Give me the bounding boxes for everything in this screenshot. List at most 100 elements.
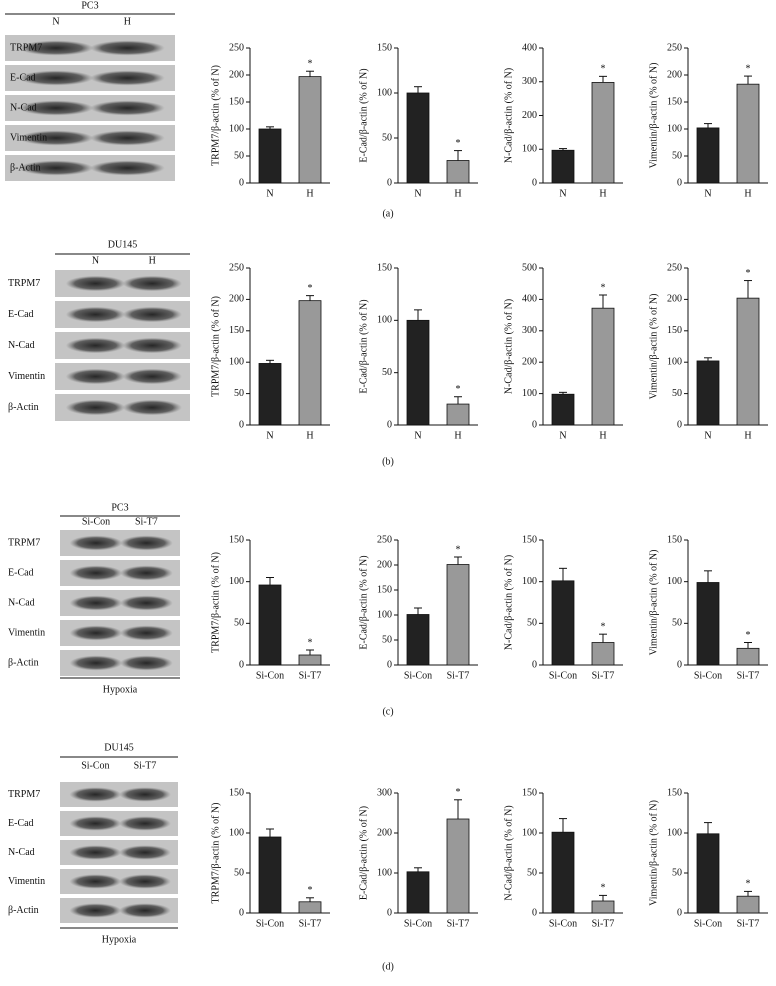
blot-band [65, 337, 126, 354]
row-label: E-Cad [10, 72, 36, 83]
y-tick-label: 100 [667, 123, 682, 134]
blot-band [18, 70, 94, 86]
x-tick-label: N [559, 430, 566, 441]
bar [298, 300, 322, 426]
bar [446, 160, 470, 184]
y-tick-label: 100 [522, 576, 537, 587]
y-tick-label: 250 [667, 262, 682, 273]
row-label: β-Actin [10, 162, 41, 173]
bar [446, 818, 470, 914]
x-tick-label: Si-Con [256, 670, 284, 681]
row-label: N-Cad [8, 847, 35, 858]
bar [406, 92, 430, 184]
row-label: β-Actin [8, 905, 39, 916]
y-tick-label: 200 [522, 356, 537, 367]
y-tick-label: 150 [667, 325, 682, 336]
lane-label: Si-T7 [134, 760, 157, 771]
y-tick-label: 50 [527, 867, 537, 878]
y-tick-label: 300 [522, 325, 537, 336]
x-tick-label: Si-Con [694, 918, 722, 929]
x-tick-label: N [559, 188, 566, 199]
blot-band [90, 100, 165, 116]
y-tick-label: 100 [522, 388, 537, 399]
blot-title: DU145 [104, 742, 133, 753]
y-tick-label: 100 [377, 315, 392, 326]
x-tick-label: Si-Con [404, 670, 432, 681]
bar [696, 582, 720, 666]
blot-band [119, 655, 173, 671]
y-axis-label: E-Cad/β-actin (% of N) [358, 68, 369, 162]
bar [591, 642, 615, 666]
blot-band [119, 903, 171, 918]
y-tick-label: 0 [677, 419, 682, 430]
significance-mark: * [456, 787, 461, 798]
y-tick-label: 150 [522, 787, 537, 798]
y-tick-label: 400 [522, 42, 537, 53]
y-tick-label: 0 [387, 907, 392, 918]
x-tick-label: N [704, 430, 711, 441]
y-tick-label: 150 [667, 787, 682, 798]
y-tick-label: 150 [377, 42, 392, 53]
blot-band [69, 655, 123, 671]
significance-mark: * [601, 883, 606, 894]
significance-mark: * [308, 885, 313, 896]
condition-label: Hypoxia [103, 684, 138, 695]
y-tick-label: 100 [377, 867, 392, 878]
blot-band [119, 816, 171, 831]
row-label: Vimentin [8, 371, 45, 382]
bar [591, 82, 615, 184]
row-label: Vimentin [8, 627, 45, 638]
y-tick-label: 100 [229, 576, 244, 587]
x-tick-label: H [306, 430, 313, 441]
y-tick-label: 100 [229, 356, 244, 367]
blot-band [119, 845, 171, 860]
blot-title: PC3 [111, 502, 128, 513]
blot-band [69, 787, 122, 802]
bar [551, 149, 575, 184]
blot-band [119, 595, 173, 611]
y-axis-label: Vimentin/β-actin (% of N) [648, 550, 659, 656]
blot-band [65, 306, 126, 323]
y-tick-label: 250 [377, 534, 392, 545]
blot-band [65, 368, 126, 385]
bar [446, 564, 470, 666]
y-tick-label: 200 [522, 110, 537, 121]
row-label: TRPM7 [8, 537, 40, 548]
y-tick-label: 50 [234, 388, 244, 399]
x-tick-label: Si-Con [694, 670, 722, 681]
blot-band [90, 130, 165, 146]
blot-band [119, 787, 171, 802]
significance-mark: * [746, 630, 751, 641]
y-tick-label: 100 [667, 356, 682, 367]
y-tick-label: 150 [377, 262, 392, 273]
row-label: N-Cad [8, 340, 35, 351]
x-tick-label: Si-Con [549, 670, 577, 681]
y-tick-label: 0 [387, 659, 392, 670]
significance-mark: * [308, 637, 313, 648]
blot-band [18, 160, 94, 176]
y-tick-label: 50 [382, 367, 392, 378]
y-tick-label: 0 [677, 177, 682, 188]
lane-label: H [124, 16, 131, 27]
row-label: E-Cad [8, 818, 34, 829]
significance-mark: * [746, 268, 751, 279]
bar [551, 393, 575, 426]
y-axis-label: Vimentin/β-actin (% of N) [648, 63, 659, 169]
y-tick-label: 250 [667, 42, 682, 53]
bar [696, 833, 720, 914]
y-tick-label: 100 [377, 87, 392, 98]
bar [446, 403, 470, 426]
blot-band [65, 399, 126, 416]
y-axis-label: N-Cad/β-actin (% of N) [503, 555, 514, 650]
y-tick-label: 50 [234, 867, 244, 878]
y-tick-label: 150 [667, 534, 682, 545]
y-tick-label: 50 [382, 132, 392, 143]
y-tick-label: 0 [239, 177, 244, 188]
y-tick-label: 0 [677, 907, 682, 918]
blot-band [119, 535, 173, 551]
blot-band [122, 337, 182, 354]
y-tick-label: 100 [229, 123, 244, 134]
y-tick-label: 0 [387, 177, 392, 188]
y-axis-label: E-Cad/β-actin (% of N) [358, 299, 369, 393]
row-label: Vimentin [10, 132, 47, 143]
